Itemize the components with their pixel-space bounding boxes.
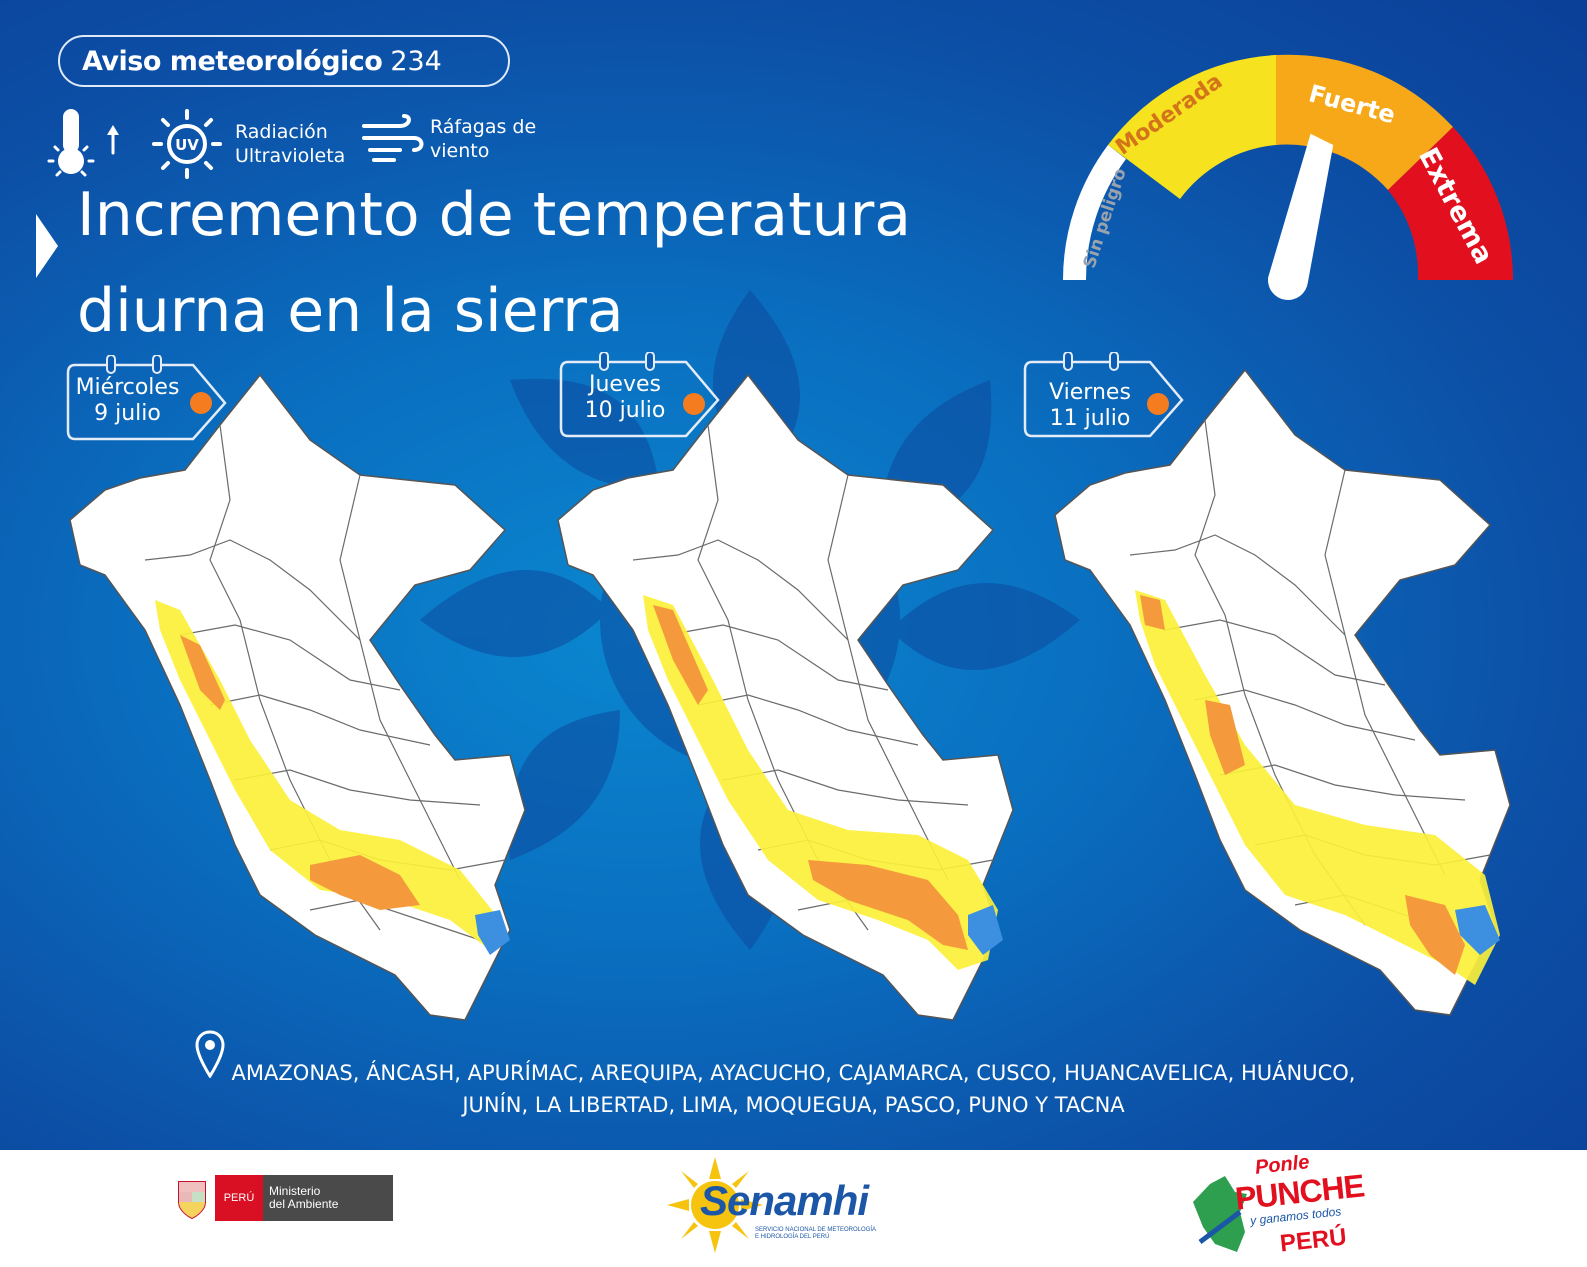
day-1-label: Miércoles 9 julio	[65, 375, 190, 427]
day-1-weekday: Miércoles	[75, 375, 180, 400]
gauge-segment-none	[1063, 145, 1126, 280]
strong-zone-day-1	[180, 635, 420, 910]
moderate-zone-day-3	[1135, 590, 1500, 985]
strong-zone-day-2	[653, 605, 968, 950]
lake-day-2	[968, 905, 1003, 955]
senamhi-subtitle-line1: SERVICIO NACIONAL DE METEOROLOGÍA	[755, 1227, 877, 1233]
gauge-needle	[1268, 133, 1334, 300]
day-tag-3	[1023, 352, 1184, 438]
lake-day-3	[1455, 905, 1500, 955]
warning-panel: Aviso meteorológico 234 UV Radiación Ult…	[0, 0, 1587, 1150]
svg-text:UV: UV	[175, 136, 199, 154]
affected-regions-line2: JUNÍN, LA LIBERTAD, LIMA, MOQUEGUA, PASC…	[462, 1093, 1125, 1117]
temperature-rise-icon	[47, 109, 119, 177]
lake-day-1	[475, 910, 510, 955]
uv-radiation-icon: UV	[152, 109, 222, 179]
gauge-segment-strong	[1276, 54, 1453, 190]
peru-map-day-2	[557, 373, 1014, 1021]
peru-outline-icon	[1193, 1176, 1247, 1252]
affected-regions-line1: AMAZONAS, ÁNCASH, APURÍMAC, AREQUIPA, AY…	[231, 1061, 1356, 1085]
severity-gauge: Sin peligro Moderada Fuerte Extrema	[1063, 54, 1513, 300]
day-2-date: 10 julio	[584, 398, 666, 423]
title-arrow-icon	[36, 214, 58, 278]
wind-label-line2: viento	[430, 140, 490, 162]
location-pin-icon	[195, 1030, 225, 1078]
day-3-label: Viernes 11 julio	[1025, 380, 1155, 432]
wind-label: Ráfagas de viento	[430, 115, 536, 163]
notice-badge: Aviso meteorológico 234	[58, 35, 510, 87]
notice-label: Aviso meteorológico	[82, 45, 383, 77]
day-1-alert-dot	[190, 392, 212, 414]
senamhi-logo: Senamhi SERVICIO NACIONAL DE METEOROLOGÍ…	[665, 1155, 895, 1255]
ministry-name-line2: del Ambiente	[269, 1197, 339, 1211]
affected-regions: AMAZONAS, ÁNCASH, APURÍMAC, AREQUIPA, AY…	[0, 1057, 1587, 1121]
day-3-date: 11 julio	[1049, 406, 1131, 431]
page-title-line1: Incremento de temperatura	[77, 180, 912, 250]
gauge-segment-moderate	[1108, 55, 1276, 199]
notice-number: 234	[390, 45, 442, 77]
senamhi-sun-icon	[667, 1157, 763, 1253]
wind-gusts-icon	[362, 114, 424, 162]
peru-map-day-1	[69, 373, 526, 1021]
wind-label-line1: Ráfagas de	[430, 116, 537, 138]
senamhi-subtitle-line2: E HIDROLOGÍA DEL PERÚ	[755, 1234, 830, 1240]
day-2-alert-dot	[683, 393, 705, 415]
ministry-logo: PERÚ Ministerio del Ambiente	[175, 1173, 395, 1223]
uv-label-line1: Radiación	[235, 121, 328, 143]
moderate-zone-day-1	[155, 600, 500, 950]
day-tag-2	[559, 352, 720, 438]
senamhi-subtitle: SERVICIO NACIONAL DE METEOROLOGÍA E HIDR…	[755, 1227, 876, 1241]
peru-flag-block: PERÚ	[215, 1175, 263, 1221]
day-3-alert-dot	[1147, 393, 1169, 415]
campaign-line4: PERÚ	[1278, 1223, 1348, 1258]
uv-label-line2: Ultravioleta	[235, 145, 346, 167]
ministry-name-line1: Ministerio	[269, 1184, 321, 1198]
footer-logos: PERÚ Ministerio del Ambiente Senamhi SER…	[0, 1150, 1587, 1267]
strong-zone-day-3	[1140, 595, 1465, 975]
day-2-weekday: Jueves	[589, 372, 661, 397]
day-2-label: Jueves 10 julio	[560, 372, 690, 424]
peru-coat-of-arms-icon	[178, 1181, 206, 1220]
gauge-segment-extreme	[1388, 127, 1513, 280]
day-1-date: 9 julio	[94, 401, 161, 426]
page-title-line2: diurna en la sierra	[77, 276, 624, 346]
ponle-punche-logo: Ponle PUNCHE y ganamos todos PERÚ	[1185, 1151, 1366, 1264]
ministry-name-block: Ministerio del Ambiente	[263, 1175, 393, 1221]
day-3-weekday: Viernes	[1049, 380, 1131, 405]
senamhi-name: Senamhi	[700, 1177, 869, 1224]
uv-label: Radiación Ultravioleta	[235, 120, 345, 168]
day-tag-1	[66, 355, 227, 441]
peru-map-day-3	[1054, 368, 1511, 1016]
